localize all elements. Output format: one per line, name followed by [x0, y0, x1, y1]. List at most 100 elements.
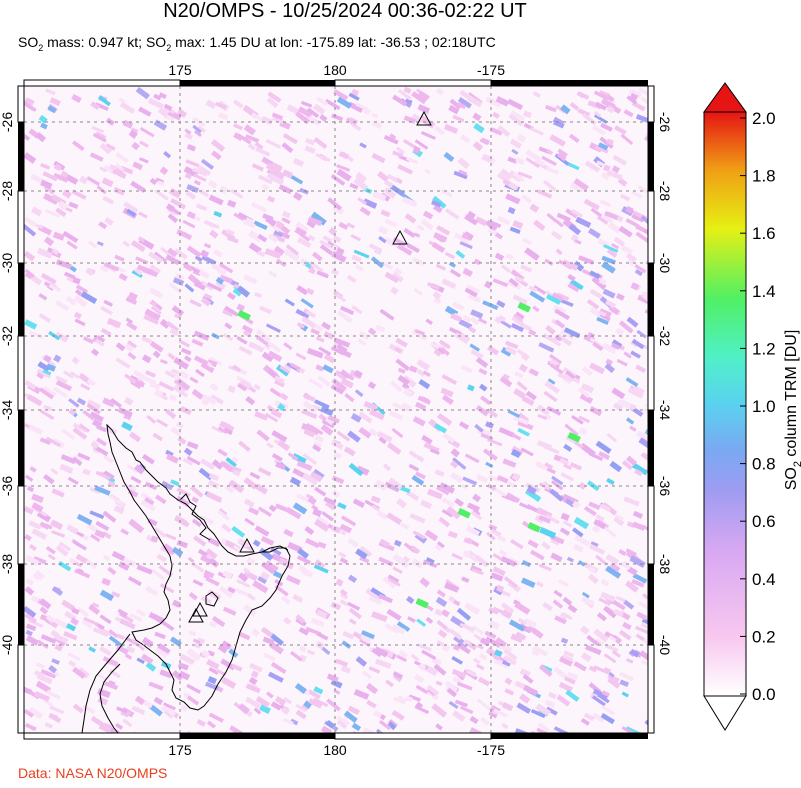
so2-pixel-high [457, 507, 471, 519]
so2-pixel [28, 706, 44, 720]
so2-pixel [617, 177, 628, 187]
so2-pixel [556, 152, 567, 162]
so2-pixel [603, 244, 619, 253]
so2-pixel [336, 719, 348, 730]
so2-pixel [251, 112, 264, 122]
so2-pixel [494, 232, 504, 240]
so2-pixel [39, 409, 55, 420]
so2-pixel [464, 602, 481, 615]
so2-pixel [209, 356, 222, 366]
so2-pixel [371, 504, 380, 512]
so2-pixel [620, 133, 634, 145]
so2-pixel [71, 607, 80, 615]
so2-pixel [369, 409, 385, 421]
so2-pixel [367, 381, 377, 390]
so2-pixel [392, 671, 404, 680]
so2-pixel [550, 552, 563, 563]
so2-pixel [269, 167, 286, 180]
so2-pixel [40, 634, 57, 644]
colorbar-label: SO2 column TRM [DU] [783, 330, 801, 491]
so2-pixel [431, 200, 442, 208]
so2-pixel [519, 668, 531, 678]
so2-pixel [349, 182, 359, 190]
so2-pixel [24, 152, 37, 164]
so2-pixel [451, 656, 464, 665]
so2-pixel [498, 549, 508, 557]
so2-pixel [184, 132, 193, 140]
so2-pixel [400, 522, 410, 530]
so2-pixel [340, 369, 355, 381]
so2-pixel [306, 347, 324, 359]
so2-pixel [593, 110, 602, 118]
so2-pixel [24, 100, 36, 112]
so2-pixel [551, 339, 562, 347]
so2-pixel [560, 512, 570, 521]
so2-pixel [111, 550, 126, 562]
so2-pixel-high [567, 432, 581, 443]
so2-pixel [331, 525, 342, 534]
so2-pixel [566, 161, 580, 171]
so2-pixel [224, 484, 235, 494]
so2-pixel [97, 688, 111, 699]
so2-pixel [493, 658, 509, 669]
so2-pixel [298, 626, 310, 636]
so2-pixel [186, 695, 200, 706]
so2-pixel [167, 247, 178, 258]
so2-pixel [500, 556, 517, 567]
so2-pixel [353, 689, 370, 700]
so2-pixel [193, 281, 206, 291]
so2-pixel [346, 274, 357, 284]
so2-pixel [337, 502, 347, 510]
so2-pixel [479, 383, 488, 392]
so2-pixel [49, 97, 61, 107]
lat-label-right-28: -28 [657, 181, 673, 201]
so2-pixel [625, 218, 640, 229]
colorbar-tick-label: 1.0 [752, 397, 776, 416]
so2-pixel [186, 455, 201, 466]
so2-pixel [95, 131, 107, 140]
so2-pixel [531, 627, 544, 639]
so2-pixel [371, 152, 386, 164]
so2-pixel [389, 133, 397, 140]
so2-pixel [452, 710, 466, 722]
so2-pixel [184, 172, 193, 180]
lon-label-bottom-175: 175 [168, 742, 192, 758]
so2-pixel [348, 92, 360, 101]
so2-pixel [311, 251, 323, 262]
so2-pixel [327, 197, 343, 211]
so2-pixel [124, 653, 133, 660]
so2-pixel [434, 423, 448, 434]
so2-pixel [611, 342, 621, 350]
so2-pixel [498, 315, 507, 322]
so2-pixel [149, 300, 157, 307]
so2-pixel [298, 644, 307, 653]
so2-pixel [513, 388, 527, 400]
so2-pixel [245, 683, 261, 694]
so2-pixel [560, 328, 575, 340]
so2-pixel [165, 203, 175, 212]
so2-pixel [476, 474, 489, 484]
so2-pixel [274, 696, 287, 706]
so2-pixel [206, 720, 216, 729]
so2-pixel [571, 414, 584, 425]
so2-pixel [624, 580, 639, 593]
so2-pixel [266, 442, 274, 449]
so2-pixel [412, 416, 426, 427]
so2-pixel [58, 541, 72, 552]
so2-pixel [274, 584, 289, 597]
so2-pixel [421, 649, 437, 660]
so2-pixel [74, 318, 86, 327]
so2-pixel [441, 394, 454, 405]
so2-pixel [480, 395, 492, 406]
so2-pixel [553, 589, 563, 598]
so2-pixel [315, 364, 325, 372]
frame-bottom-bar [23, 732, 648, 740]
so2-pixel [373, 646, 389, 658]
so2-pixel [302, 452, 318, 465]
so2-pixel [261, 116, 274, 125]
so2-pixel [137, 236, 146, 243]
so2-pixel [153, 93, 162, 101]
so2-pixel [517, 171, 533, 180]
so2-pixel [155, 494, 167, 505]
so2-pixel [231, 663, 243, 672]
